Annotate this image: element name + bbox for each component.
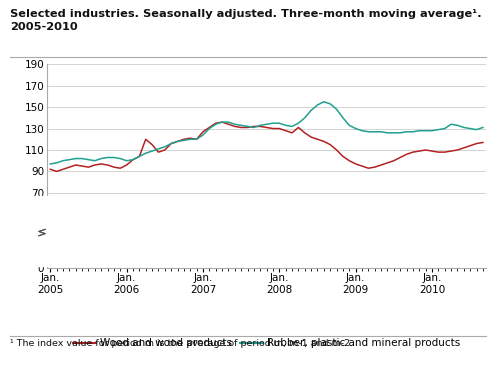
Text: Selected industries. Seasonally adjusted. Three-month moving average¹.
2005-2010: Selected industries. Seasonally adjusted… xyxy=(10,9,482,32)
Bar xyxy=(34,196,54,266)
Text: ¹ The index value for period m is the average of period m, m-1 and m-2.: ¹ The index value for period m is the av… xyxy=(10,339,353,349)
Legend: Wood and wood products, Rubber, plastic and mineral products: Wood and wood products, Rubber, plastic … xyxy=(68,334,465,353)
